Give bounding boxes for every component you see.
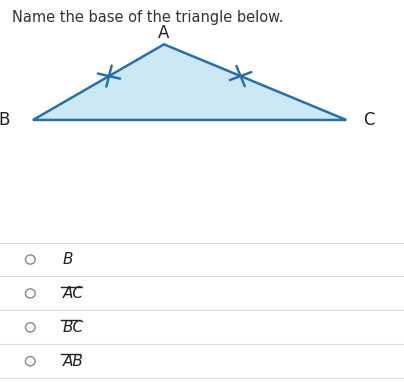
Text: B: B bbox=[0, 111, 10, 129]
Text: AB: AB bbox=[63, 354, 84, 369]
Text: BC: BC bbox=[63, 320, 84, 335]
Text: C: C bbox=[364, 111, 375, 129]
Text: Name the base of the triangle below.: Name the base of the triangle below. bbox=[12, 10, 284, 24]
Text: AC: AC bbox=[63, 286, 84, 301]
Text: B: B bbox=[63, 252, 73, 267]
Text: A: A bbox=[158, 24, 170, 42]
Polygon shape bbox=[33, 44, 346, 120]
